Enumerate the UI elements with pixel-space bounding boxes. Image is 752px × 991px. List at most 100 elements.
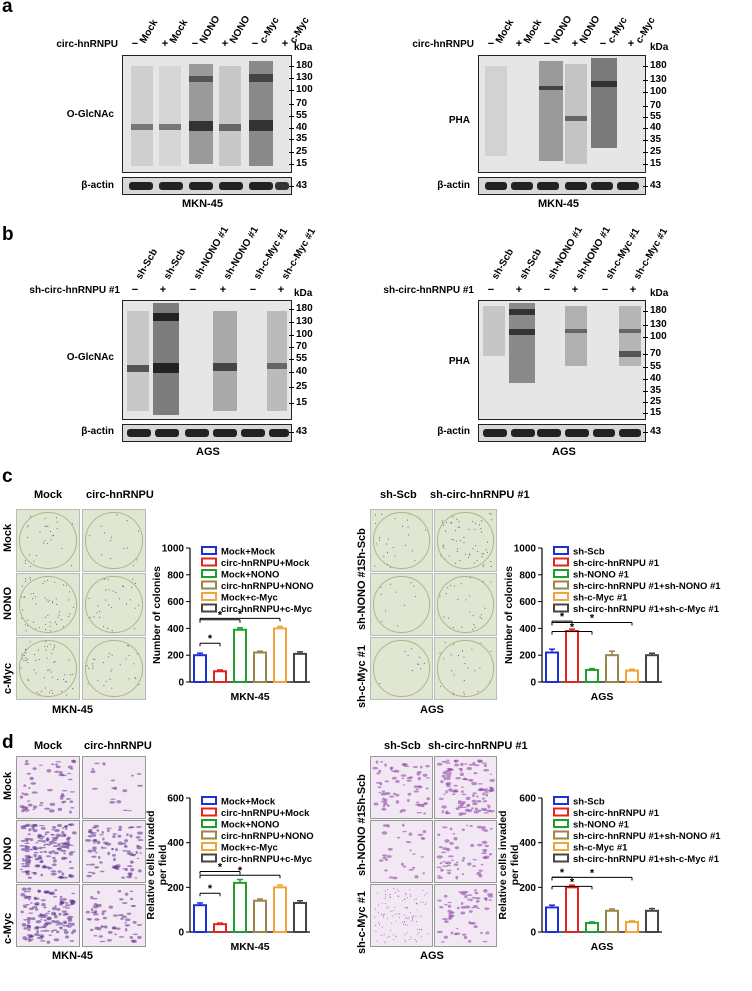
- sign: +: [515, 38, 523, 50]
- colony-dish-image: [16, 637, 80, 700]
- y-tick-label: 800: [519, 570, 536, 581]
- invasion-image: [370, 820, 433, 883]
- blot-label: O-GlcNAc: [66, 109, 114, 120]
- legend-swatch: [201, 853, 217, 863]
- significance-star: *: [238, 608, 243, 620]
- sign: −: [543, 284, 551, 296]
- mw-marker: 15: [288, 158, 308, 169]
- legend-swatch: [553, 819, 569, 828]
- legend-label: sh-circ-hnRNPU #1+sh-NONO #1: [573, 831, 721, 842]
- colony-dish-image: [16, 509, 80, 572]
- sign: −: [249, 284, 257, 296]
- row-label: sh-c-Myc #1: [356, 891, 368, 954]
- bar: [193, 904, 207, 933]
- sign: −: [487, 284, 495, 296]
- bar: [253, 899, 267, 933]
- legend-swatch: [201, 557, 217, 567]
- legend-label: circ-hnRNPU+Mock: [221, 558, 310, 569]
- western-blot-actin: [478, 424, 646, 442]
- legend-swatch: [553, 807, 569, 817]
- sign: −: [601, 284, 609, 296]
- y-tick-label: 400: [519, 624, 536, 635]
- row-label: sh-c-Myc #1: [356, 645, 368, 708]
- colony-dish-image: [434, 637, 497, 700]
- mw-marker: 180: [289, 60, 313, 71]
- mw-marker: 130: [289, 316, 313, 327]
- bar: [625, 669, 639, 684]
- column-label: sh-circ-hnRNPU #1: [428, 740, 528, 752]
- panel-c-letter: c: [2, 466, 13, 487]
- sign: +: [571, 38, 579, 50]
- legend-label: sh-Scb: [573, 797, 605, 808]
- significance-star: *: [218, 610, 223, 622]
- legend-label: circ-hnRNPU+NONO: [221, 831, 314, 842]
- western-blot-actin: [478, 177, 646, 195]
- mw-marker: 70: [642, 348, 662, 359]
- mw-marker: 180: [643, 305, 667, 316]
- significance-star: *: [570, 876, 575, 888]
- treatment-label: circ-hnRNPU: [412, 39, 474, 50]
- y-tick-label: 1000: [514, 544, 537, 555]
- invasion-image: [82, 756, 146, 819]
- bar: [545, 906, 559, 933]
- panel-d-letter: d: [2, 732, 14, 753]
- actin-kda: 43: [288, 180, 308, 191]
- bar: [645, 909, 659, 933]
- bar: [233, 881, 247, 934]
- bar: [233, 628, 247, 683]
- row-label: c-Myc: [2, 662, 14, 694]
- western-blot-pha: [478, 55, 646, 173]
- sign: +: [515, 284, 523, 296]
- bar: [293, 901, 307, 933]
- sign: −: [131, 38, 139, 50]
- legend-label: sh-circ-hnRNPU #1+sh-NONO #1: [573, 581, 721, 592]
- mw-marker: 55: [288, 353, 308, 364]
- colony-dish-image: [434, 573, 497, 636]
- sign: +: [281, 38, 289, 50]
- bar: [545, 651, 559, 683]
- y-tick-label: 200: [167, 651, 184, 662]
- legend-label: Mock+NONO: [221, 570, 279, 581]
- mw-marker: 40: [642, 373, 662, 384]
- y-tick-label: 400: [167, 838, 184, 849]
- legend-label: sh-c-Myc #1: [573, 593, 628, 604]
- mw-marker: 130: [643, 74, 667, 85]
- mw-marker: 100: [643, 331, 667, 342]
- y-tick-label: 1000: [162, 544, 185, 555]
- significance-star: *: [218, 862, 223, 874]
- kda-label: kDa: [294, 42, 313, 53]
- bar: [585, 922, 599, 933]
- mw-marker: 130: [289, 72, 313, 83]
- bar: [645, 654, 659, 683]
- x-axis-label: MKN-45: [230, 941, 269, 953]
- column-label: Mock: [34, 489, 63, 501]
- legend-label: sh-NONO #1: [573, 820, 630, 831]
- legend-swatch: [553, 592, 569, 601]
- significance-star: *: [560, 611, 565, 623]
- sign: −: [191, 38, 199, 50]
- significance-star: *: [570, 622, 575, 634]
- legend-swatch: [201, 603, 217, 613]
- legend-label: sh-c-Myc #1: [573, 843, 628, 854]
- bar: [213, 923, 227, 934]
- row-label: sh-NONO #1: [356, 565, 368, 630]
- actin-label: β-actin: [81, 426, 114, 437]
- legend-label: sh-Scb: [573, 547, 605, 558]
- y-axis-label-line: per field: [509, 845, 521, 886]
- mw-marker: 15: [642, 407, 662, 418]
- actin-label: β-actin: [437, 426, 470, 437]
- y-axis-label: Number of colonies: [151, 566, 163, 664]
- sign: +: [629, 284, 637, 296]
- lane-label: sh-Scb: [518, 247, 545, 282]
- y-axis-label: Relative cells invadedper field: [497, 810, 521, 919]
- row-label: Mock: [2, 523, 14, 552]
- legend-swatch: [201, 546, 217, 555]
- bar: [625, 920, 639, 933]
- y-tick-label: 0: [178, 928, 184, 939]
- legend-label: circ-hnRNPU+c-Myc: [221, 604, 312, 615]
- actin-kda: 43: [642, 180, 662, 191]
- kda-label: kDa: [650, 42, 669, 53]
- y-tick-label: 600: [519, 794, 536, 805]
- mw-marker: 55: [642, 361, 662, 372]
- bar: [605, 654, 619, 683]
